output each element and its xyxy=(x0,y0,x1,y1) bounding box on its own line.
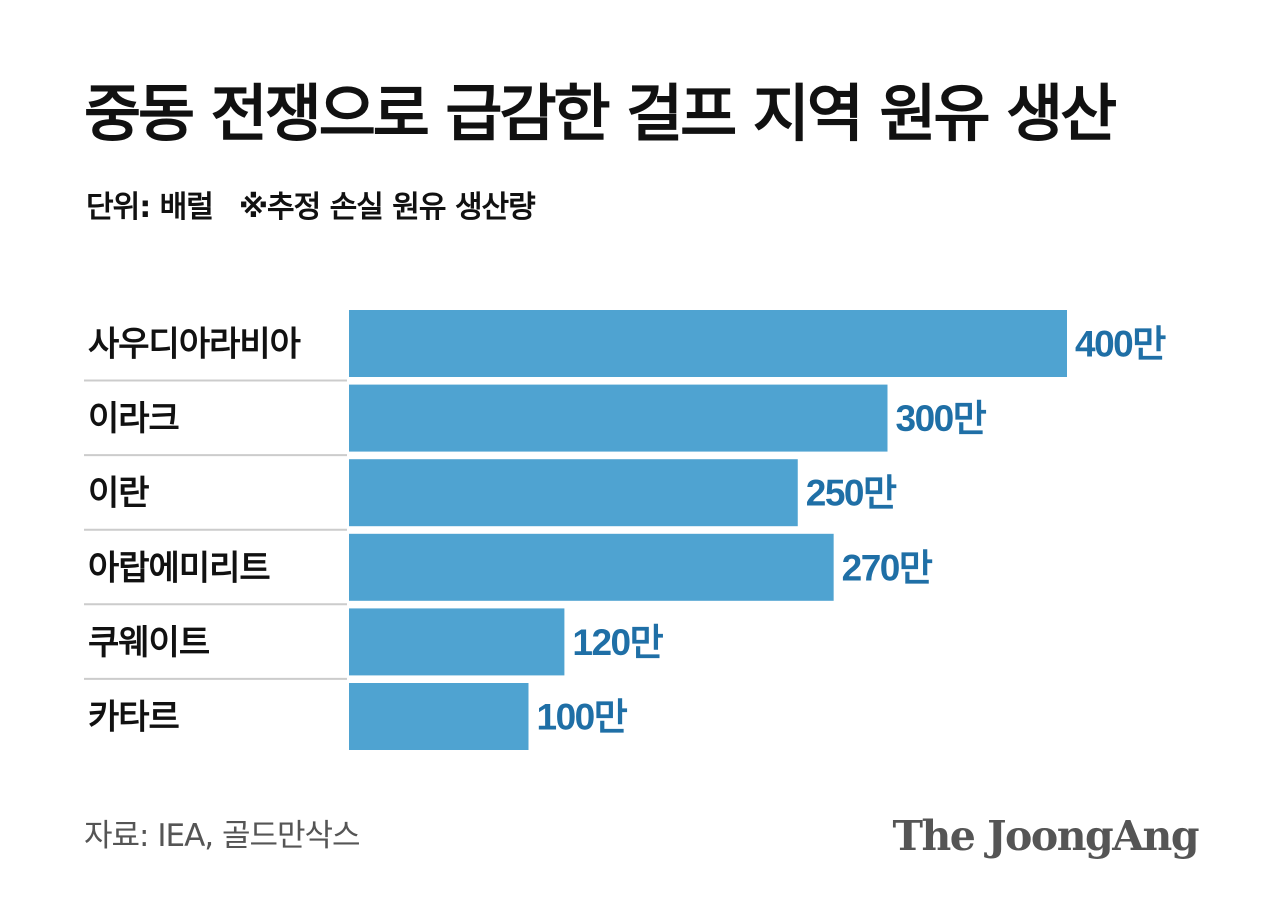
category-label: 사우디아라비아 xyxy=(88,325,301,365)
data-label: 400만 xyxy=(1075,324,1166,365)
bar xyxy=(349,459,798,527)
data-label: 270만 xyxy=(842,547,933,588)
category-label: 아랍에미리트 xyxy=(88,548,270,588)
data-label: 120만 xyxy=(572,622,663,663)
data-label: 300만 xyxy=(896,398,987,439)
bar xyxy=(349,683,529,750)
bar xyxy=(349,533,834,601)
bar xyxy=(349,310,1067,377)
chart-note: ※추정 손실 원유 생산량 xyxy=(238,190,536,225)
data-label: 100만 xyxy=(537,697,628,738)
category-label: 이란 xyxy=(88,474,149,514)
category-label: 카타르 xyxy=(88,698,180,738)
data-label: 250만 xyxy=(806,473,897,514)
unit-label: 단위: 배럴 xyxy=(86,190,214,225)
bar xyxy=(349,608,565,676)
publisher-logo: The JoongAng xyxy=(892,812,1199,860)
source-note: 자료: IEA, 골드만삭스 xyxy=(84,818,361,854)
chart-title: 중동 전쟁으로 급감한 걸프 지역 원유 생산 xyxy=(84,77,1117,150)
chart-subtitle: 단위: 배럴 ※추정 손실 원유 생산량 xyxy=(86,186,536,230)
category-label: 이라크 xyxy=(88,399,180,439)
bar xyxy=(349,384,888,452)
category-label: 쿠웨이트 xyxy=(88,623,210,663)
